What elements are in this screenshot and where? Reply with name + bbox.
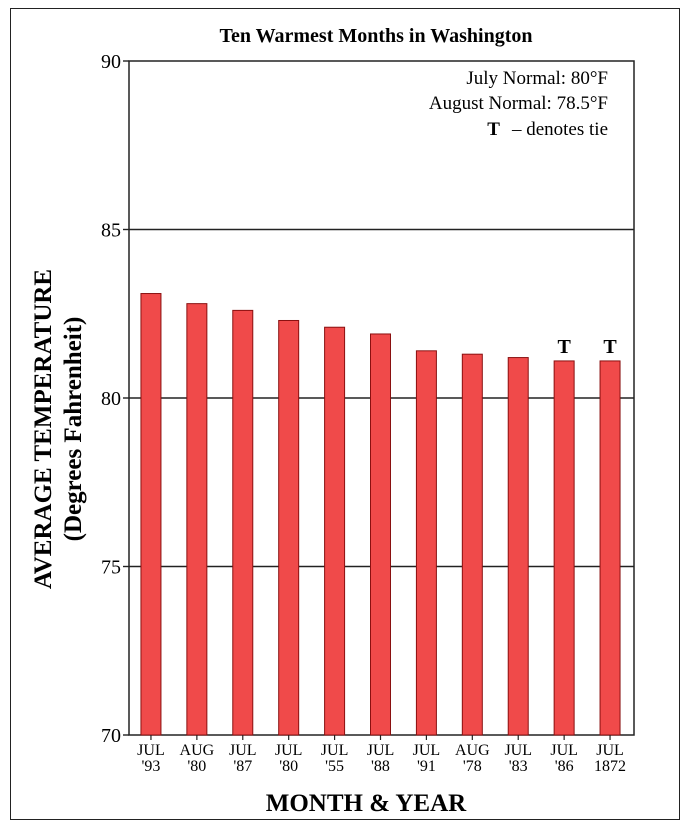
x-tick-label-month: JUL <box>321 742 349 759</box>
y-tick-label: 85 <box>101 220 121 242</box>
bar <box>599 360 621 736</box>
legend-tie-note: T – denotes tie <box>487 119 608 140</box>
y-axis-title: AVERAGE TEMPERATURE <box>30 269 57 589</box>
y-tick-label: 70 <box>101 725 121 747</box>
x-tick-label-year: '55 <box>325 758 344 775</box>
bar <box>370 333 391 736</box>
x-tick-label-year: '87 <box>233 758 252 775</box>
x-tick-label-month: JUL <box>550 742 578 759</box>
y-tick-label: 75 <box>101 557 121 579</box>
x-tick-label-year: '91 <box>417 758 436 775</box>
x-axis-title: MONTH & YEAR <box>266 790 467 817</box>
x-tick-label-year: '78 <box>463 758 482 775</box>
legend-july-normal: July Normal: 80°F <box>466 68 608 89</box>
bar <box>278 319 300 736</box>
bar <box>415 350 437 736</box>
x-axis-ticks: JUL'93AUG'80JUL'87JUL'80JUL'55JUL'88JUL'… <box>137 735 626 775</box>
tie-marker: T <box>557 336 571 358</box>
x-tick-label-month: JUL <box>596 742 624 759</box>
x-tick-label-month: JUL <box>504 742 532 759</box>
legend-august-normal: August Normal: 78.5°F <box>429 93 608 114</box>
legend-tie-text: – denotes tie <box>511 119 608 140</box>
y-axis-subtitle: (Degrees Fahrenheit) <box>60 317 87 542</box>
x-tick-label-month: JUL <box>413 742 441 759</box>
chart-title: Ten Warmest Months in Washington <box>219 25 532 47</box>
x-tick-label-year: '86 <box>555 758 574 775</box>
legend-tie-symbol: T <box>487 119 500 140</box>
bar <box>232 309 254 736</box>
x-tick-label-month: AUG <box>455 742 490 759</box>
x-tick-label-year: 1872 <box>594 758 626 775</box>
bar <box>324 326 346 736</box>
x-tick-label-month: JUL <box>137 742 165 759</box>
x-tick-label-month: JUL <box>367 742 395 759</box>
bar <box>186 303 208 736</box>
x-tick-label-year: '93 <box>142 758 161 775</box>
bar <box>140 293 162 736</box>
tie-marker: T <box>603 336 617 358</box>
x-tick-label-year: '80 <box>187 758 206 775</box>
x-tick-label-month: JUL <box>275 742 303 759</box>
bar <box>553 360 575 736</box>
x-tick-label-year: '80 <box>279 758 298 775</box>
bar <box>507 357 529 736</box>
bar <box>461 353 483 736</box>
x-tick-label-month: JUL <box>229 742 257 759</box>
y-tick-label: 90 <box>101 51 121 73</box>
x-tick-label-month: AUG <box>180 742 215 759</box>
y-tick-label: 80 <box>101 388 121 410</box>
legend: July Normal: 80°F August Normal: 78.5°F … <box>429 68 608 140</box>
y-axis-ticks: 70 75 80 85 90 <box>101 51 129 747</box>
x-tick-label-year: '83 <box>509 758 528 775</box>
x-tick-label-year: '88 <box>371 758 390 775</box>
